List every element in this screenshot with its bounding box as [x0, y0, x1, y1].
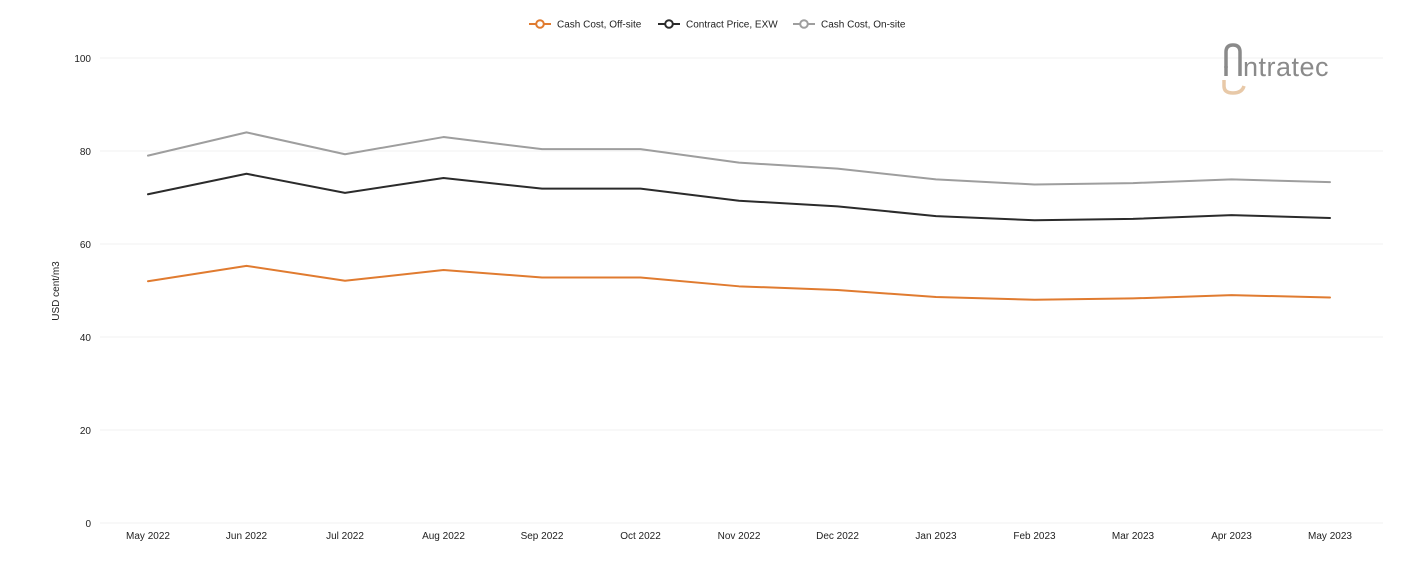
grid-lines [100, 57, 1383, 524]
y-axis-title: USD cent/m3 [51, 261, 62, 321]
x-tick-label: Aug 2022 [422, 531, 465, 542]
legend-item[interactable]: Cash Cost, On-site [793, 19, 906, 31]
y-axis-tick-labels: 0 20 40 60 80 100 [74, 54, 91, 530]
x-tick-label: Nov 2022 [718, 531, 761, 542]
x-tick-label: Mar 2023 [1112, 531, 1155, 542]
logo-text: ntratec [1243, 52, 1329, 82]
series-line-0[interactable] [147, 264, 1331, 301]
series-line-1[interactable] [147, 172, 1331, 222]
series-lines [147, 131, 1331, 301]
legend-label: Cash Cost, Off-site [557, 20, 642, 31]
x-tick-label: May 2022 [126, 531, 170, 542]
series-line-2[interactable] [147, 131, 1331, 186]
y-tick-label: 20 [80, 426, 92, 437]
y-tick-label: 100 [74, 54, 91, 65]
y-tick-label: 40 [80, 333, 92, 344]
legend-label: Cash Cost, On-site [821, 20, 906, 31]
x-tick-label: Jan 2023 [915, 531, 957, 542]
x-tick-label: Sep 2022 [521, 531, 564, 542]
x-tick-label: Feb 2023 [1013, 531, 1056, 542]
y-tick-label: 80 [80, 147, 92, 158]
x-tick-label: Jun 2022 [226, 531, 268, 542]
x-tick-label: May 2023 [1308, 531, 1352, 542]
x-tick-label: Apr 2023 [1211, 531, 1252, 542]
intratec-logo: ntratec [1222, 43, 1329, 95]
y-tick-label: 60 [80, 240, 92, 251]
logo-mark-icon [1222, 43, 1246, 95]
legend-label: Contract Price, EXW [686, 20, 778, 31]
x-tick-label: Dec 2022 [816, 531, 859, 542]
legend-item[interactable]: Cash Cost, Off-site [529, 19, 642, 31]
x-tick-label: Jul 2022 [326, 531, 364, 542]
legend-circle-marker [664, 19, 674, 29]
legend-item[interactable]: Contract Price, EXW [658, 19, 778, 31]
legend-circle-marker [799, 19, 809, 29]
x-tick-label: Oct 2022 [620, 531, 661, 542]
legend[interactable]: Cash Cost, Off-site Contract Price, EXW Ca… [529, 19, 906, 31]
y-tick-label: 0 [85, 519, 91, 530]
x-axis-tick-labels: May 2022 Jun 2022 Jul 2022 Aug 2022 Sep 2022… [126, 531, 1352, 542]
legend-circle-marker [535, 19, 545, 29]
